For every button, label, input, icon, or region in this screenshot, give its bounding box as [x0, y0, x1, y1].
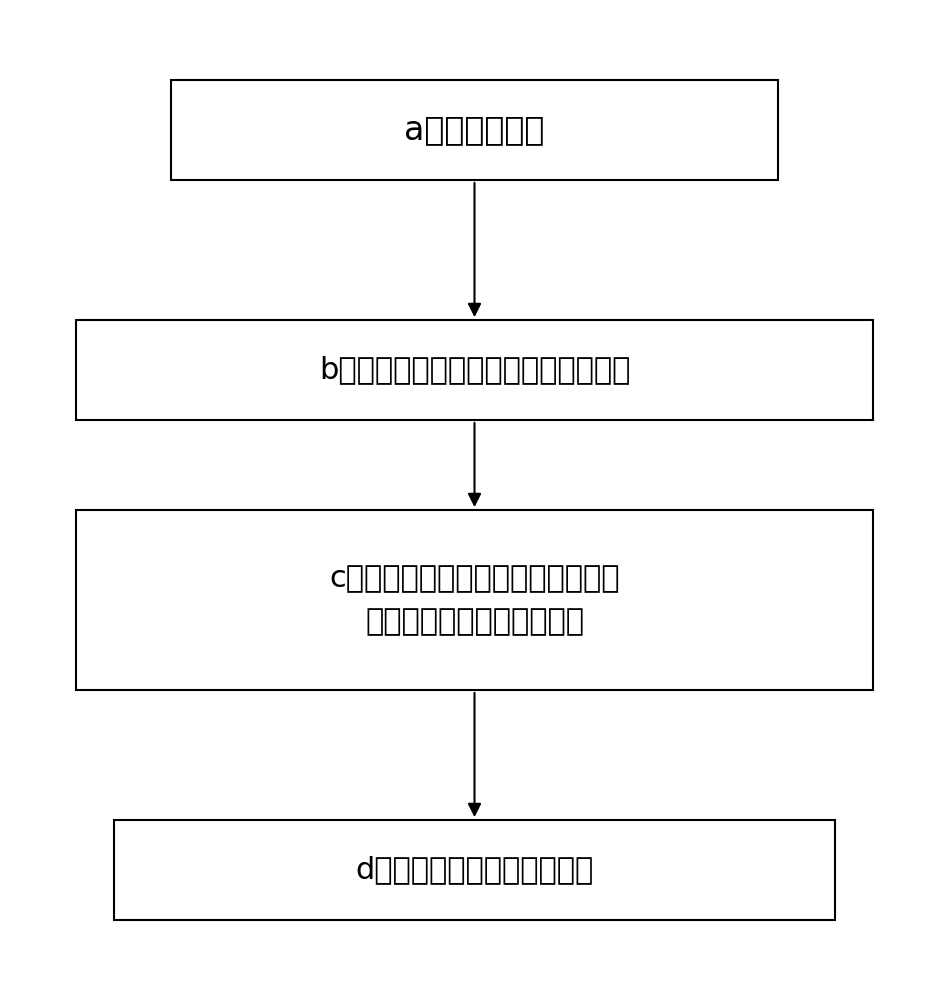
Text: b、沉积一发热金属镀膜于该基材外层: b、沉积一发热金属镀膜于该基材外层	[319, 356, 630, 384]
Text: d、制成一可挠性电热发热体: d、制成一可挠性电热发热体	[355, 856, 594, 884]
FancyBboxPatch shape	[171, 80, 778, 180]
Text: a、清洁一基材: a、清洁一基材	[404, 113, 545, 146]
FancyBboxPatch shape	[76, 320, 873, 420]
Text: c、以一含碳源气体沉积一远红外线
碳膜于该发热金属镀膜外层: c、以一含碳源气体沉积一远红外线 碳膜于该发热金属镀膜外层	[329, 564, 620, 636]
FancyBboxPatch shape	[114, 820, 835, 920]
FancyBboxPatch shape	[76, 510, 873, 690]
